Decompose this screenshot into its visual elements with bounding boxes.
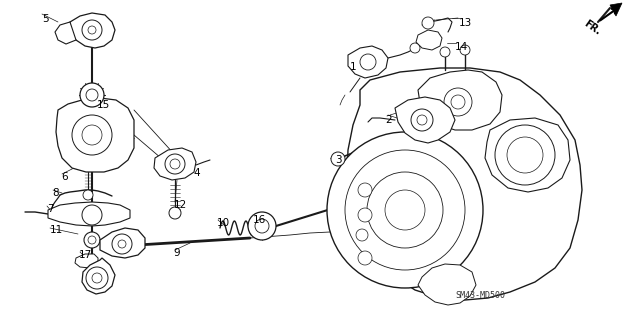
- Circle shape: [169, 207, 181, 219]
- Polygon shape: [347, 68, 582, 300]
- Circle shape: [170, 159, 180, 169]
- Circle shape: [86, 267, 108, 289]
- Circle shape: [507, 137, 543, 173]
- Circle shape: [118, 240, 126, 248]
- Circle shape: [460, 45, 470, 55]
- Circle shape: [327, 132, 483, 288]
- Polygon shape: [48, 202, 130, 226]
- Circle shape: [84, 232, 100, 248]
- Polygon shape: [75, 254, 98, 268]
- Text: SM43-MD500: SM43-MD500: [455, 291, 505, 300]
- Circle shape: [444, 88, 472, 116]
- Text: 1: 1: [350, 62, 356, 72]
- Polygon shape: [100, 228, 145, 258]
- Polygon shape: [348, 46, 388, 78]
- Polygon shape: [56, 98, 134, 172]
- Polygon shape: [418, 264, 476, 305]
- Circle shape: [331, 152, 345, 166]
- Polygon shape: [82, 258, 115, 294]
- Circle shape: [495, 125, 555, 185]
- Text: FR.: FR.: [582, 18, 602, 36]
- Polygon shape: [70, 13, 115, 48]
- Polygon shape: [416, 30, 442, 50]
- Polygon shape: [395, 97, 455, 143]
- Circle shape: [82, 20, 102, 40]
- Circle shape: [360, 54, 376, 70]
- Text: 9: 9: [173, 248, 180, 258]
- Circle shape: [410, 43, 420, 53]
- Circle shape: [82, 125, 102, 145]
- Polygon shape: [154, 148, 196, 180]
- Text: 2: 2: [385, 115, 392, 125]
- Text: 12: 12: [174, 200, 188, 210]
- Circle shape: [440, 47, 450, 57]
- Text: 15: 15: [97, 100, 110, 110]
- Polygon shape: [485, 118, 570, 192]
- Text: 4: 4: [193, 168, 200, 178]
- Circle shape: [424, 34, 436, 46]
- Polygon shape: [55, 22, 76, 44]
- Text: 14: 14: [455, 42, 468, 52]
- Circle shape: [248, 212, 276, 240]
- Circle shape: [82, 205, 102, 225]
- Circle shape: [255, 219, 269, 233]
- Circle shape: [451, 95, 465, 109]
- Text: 8: 8: [52, 188, 59, 198]
- Text: 11: 11: [50, 225, 63, 235]
- Text: 10: 10: [217, 218, 230, 228]
- Circle shape: [165, 154, 185, 174]
- Text: 6: 6: [61, 172, 68, 182]
- Circle shape: [72, 115, 112, 155]
- Circle shape: [86, 89, 98, 101]
- Circle shape: [422, 17, 434, 29]
- Circle shape: [367, 172, 443, 248]
- Polygon shape: [610, 3, 622, 16]
- Circle shape: [358, 251, 372, 265]
- Circle shape: [80, 83, 104, 107]
- Circle shape: [88, 236, 96, 244]
- Text: 13: 13: [459, 18, 472, 28]
- Text: 16: 16: [253, 215, 266, 225]
- Circle shape: [88, 26, 96, 34]
- Circle shape: [92, 273, 102, 283]
- Text: 5: 5: [42, 14, 49, 24]
- Text: 17: 17: [79, 250, 92, 260]
- Circle shape: [356, 229, 368, 241]
- Polygon shape: [418, 70, 502, 130]
- Circle shape: [83, 190, 93, 200]
- Circle shape: [417, 115, 427, 125]
- Circle shape: [411, 109, 433, 131]
- Circle shape: [358, 183, 372, 197]
- Circle shape: [358, 208, 372, 222]
- Circle shape: [112, 234, 132, 254]
- Text: 3: 3: [335, 155, 342, 165]
- Text: 7: 7: [47, 204, 54, 214]
- Circle shape: [345, 150, 465, 270]
- Circle shape: [385, 190, 425, 230]
